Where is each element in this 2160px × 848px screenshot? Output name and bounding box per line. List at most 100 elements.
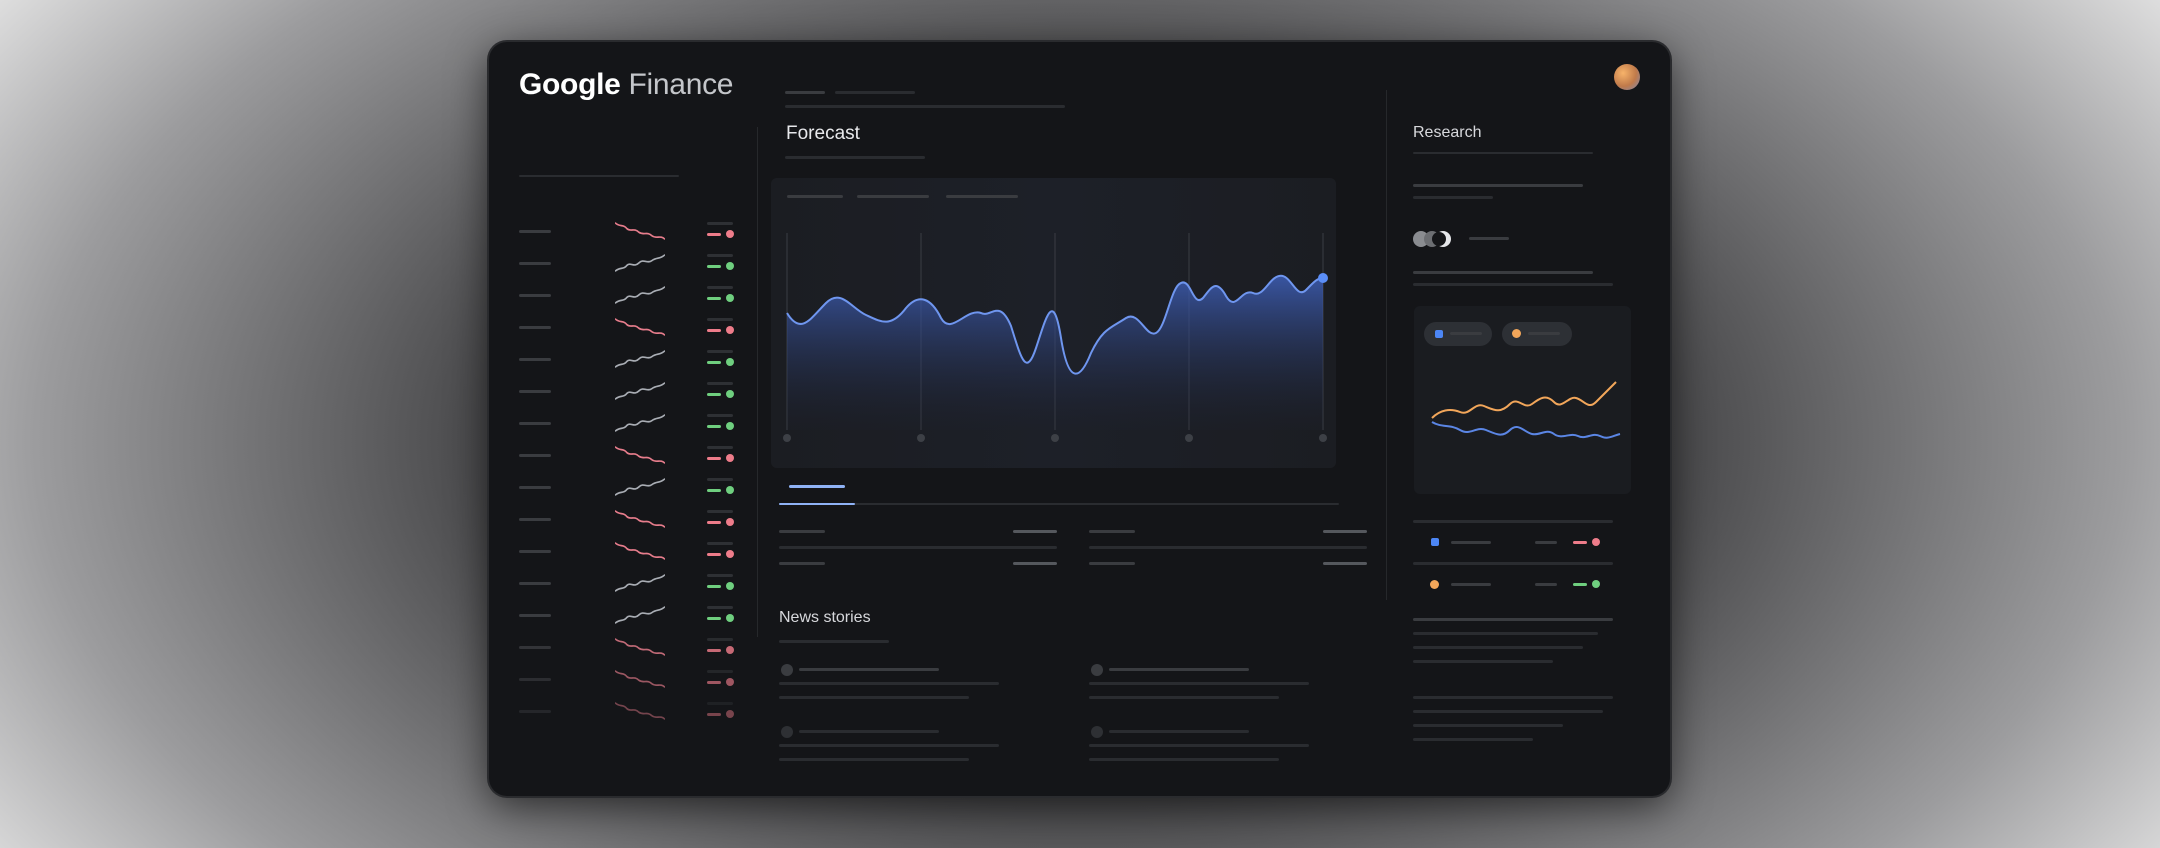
change-bar-down — [707, 457, 721, 460]
research-text-placeholder — [1413, 738, 1533, 741]
watchlist-row[interactable] — [489, 572, 749, 596]
price-placeholder — [707, 702, 733, 705]
google-finance-logo[interactable]: Google Finance — [519, 68, 733, 102]
ticker-placeholder — [519, 550, 551, 553]
negative-change-icon — [726, 326, 734, 334]
watchlist-row[interactable] — [489, 412, 749, 436]
legend-square — [1435, 330, 1443, 338]
news-headline-placeholder — [1109, 730, 1249, 733]
legend-chip-blue[interactable] — [1424, 322, 1492, 346]
negative-change-icon — [726, 710, 734, 718]
price-placeholder — [707, 382, 733, 385]
change-bar-down — [707, 521, 721, 524]
sidebar-divider — [519, 175, 679, 177]
user-avatar[interactable] — [1614, 64, 1640, 90]
news-headline-placeholder — [1089, 696, 1279, 699]
positive-change-icon — [726, 358, 734, 366]
ticker-placeholder — [519, 518, 551, 521]
research-logos-label — [1469, 237, 1509, 240]
research-text-placeholder — [1413, 196, 1493, 199]
change-bar-up — [707, 617, 721, 620]
sparkline-up — [615, 606, 665, 624]
ticker-placeholder — [519, 614, 551, 617]
research-comparison-chart[interactable] — [1414, 306, 1631, 494]
active-tab-indicator[interactable] — [789, 485, 845, 488]
research-title: Research — [1413, 124, 1482, 141]
negative-change-icon — [726, 454, 734, 462]
positive-change-icon — [726, 422, 734, 430]
watchlist-row[interactable] — [489, 476, 749, 500]
research-line-chart — [1431, 381, 1621, 439]
research-text-placeholder — [1413, 660, 1553, 663]
app-window: Google Finance Forecast — [489, 42, 1670, 796]
forecast-chart[interactable] — [771, 178, 1336, 468]
ticker-placeholder — [519, 358, 551, 361]
range-tab[interactable] — [787, 195, 843, 198]
positive-change-icon — [726, 614, 734, 622]
change-bar-down — [707, 681, 721, 684]
negative-change-icon — [726, 230, 734, 238]
watchlist-row[interactable] — [489, 668, 749, 692]
watchlist-row[interactable] — [489, 540, 749, 564]
stat-row — [779, 546, 1057, 549]
news-subtitle-placeholder — [779, 640, 889, 643]
sparkline-up — [615, 478, 665, 496]
stat-value — [1323, 530, 1367, 533]
ticker-placeholder — [519, 230, 551, 233]
positive-change-icon — [726, 390, 734, 398]
forecast-endpoint — [1318, 273, 1328, 283]
news-source-icon — [1091, 664, 1103, 676]
negative-change-icon — [726, 550, 734, 558]
series-blue — [1431, 421, 1621, 439]
positive-change-icon — [726, 262, 734, 270]
research-text-placeholder — [1413, 283, 1613, 286]
watchlist-row[interactable] — [489, 252, 749, 276]
watchlist-row[interactable] — [489, 508, 749, 532]
watchlist-row[interactable] — [489, 284, 749, 308]
watchlist-row[interactable] — [489, 348, 749, 372]
negative-change-icon — [726, 678, 734, 686]
watchlist-row[interactable] — [489, 700, 749, 724]
news-source-icon — [781, 726, 793, 738]
ticker-placeholder — [519, 294, 551, 297]
change-bar-down — [1573, 541, 1587, 544]
research-text-placeholder — [1413, 271, 1593, 274]
change-bar-up — [707, 297, 721, 300]
research-text-placeholder — [1413, 710, 1603, 713]
price-placeholder — [707, 286, 733, 289]
watchlist-row[interactable] — [489, 380, 749, 404]
research-divider — [1413, 520, 1613, 523]
sparkline-up — [615, 574, 665, 592]
watchlist-row[interactable] — [489, 604, 749, 628]
legend-label-placeholder — [1528, 332, 1560, 335]
watchlist-row[interactable] — [489, 220, 749, 244]
ticker-placeholder — [519, 582, 551, 585]
range-tab[interactable] — [946, 195, 1018, 198]
ticker-placeholder — [519, 646, 551, 649]
positive-change-icon — [726, 294, 734, 302]
price-placeholder — [707, 350, 733, 353]
range-tab[interactable] — [857, 195, 929, 198]
change-bar-up — [707, 425, 721, 428]
negative-change-icon — [1592, 538, 1600, 546]
watchlist-row[interactable] — [489, 636, 749, 660]
change-bar-up — [707, 361, 721, 364]
ticker-placeholder — [519, 678, 551, 681]
stat-label — [1089, 530, 1135, 533]
legend-chip-orange[interactable] — [1502, 322, 1572, 346]
news-headline-placeholder — [779, 744, 999, 747]
stat-value — [1013, 562, 1057, 565]
price-placeholder — [707, 574, 733, 577]
change-bar-up — [707, 585, 721, 588]
watchlist-row[interactable] — [489, 316, 749, 340]
price-placeholder — [707, 446, 733, 449]
legend-label-placeholder — [1450, 332, 1482, 335]
sparkline-down — [615, 318, 665, 336]
forecast-area — [787, 275, 1323, 430]
price-placeholder — [707, 606, 733, 609]
x-axis-dot — [1185, 434, 1193, 442]
change-bar-down — [707, 553, 721, 556]
watchlist-row[interactable] — [489, 444, 749, 468]
negative-change-icon — [726, 518, 734, 526]
comparison-value-placeholder — [1535, 541, 1557, 544]
